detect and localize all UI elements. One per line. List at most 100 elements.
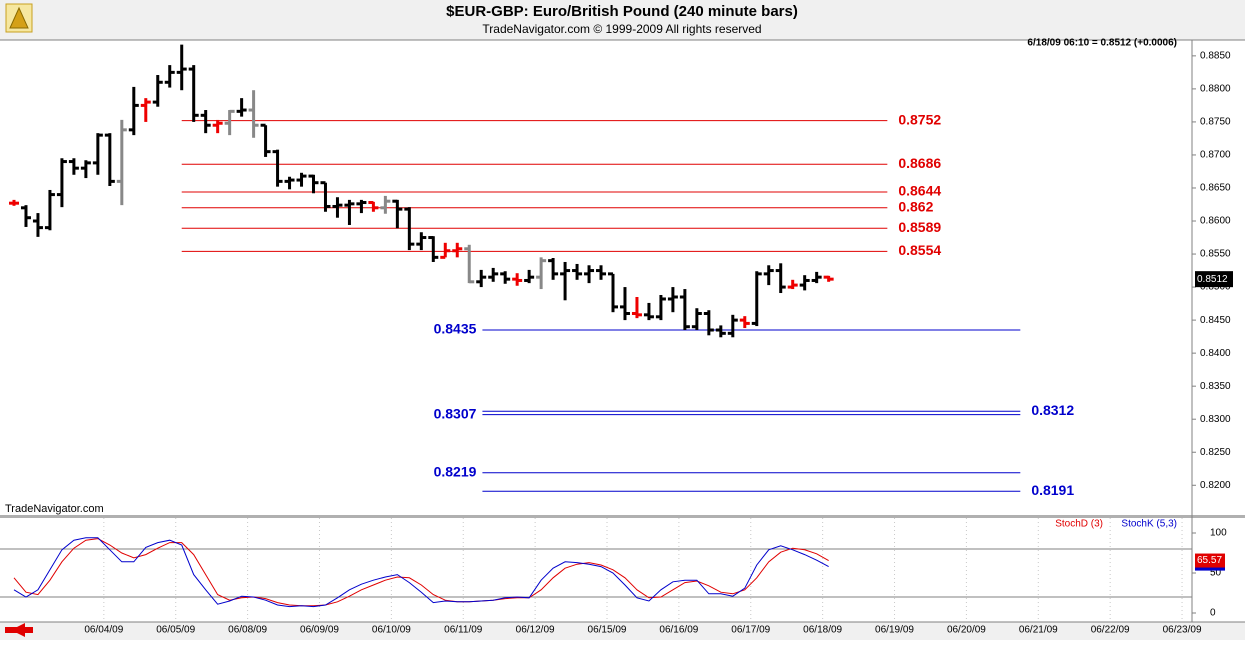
ohlc-bar <box>643 302 654 321</box>
ohlc-bar <box>392 199 403 229</box>
level-label: 0.8554 <box>898 242 941 258</box>
y-tick-label: 50 <box>1210 568 1222 579</box>
ohlc-bar <box>308 174 319 194</box>
ohlc-bar <box>560 261 571 301</box>
ohlc-bar <box>68 158 79 175</box>
ohlc-bar <box>619 287 630 321</box>
ohlc-bar <box>631 296 642 319</box>
ohlc-bar <box>512 273 523 286</box>
level-label: 0.8435 <box>434 321 477 337</box>
chart-subtitle: TradeNavigator.com © 1999-2009 All right… <box>482 22 761 36</box>
y-tick-label: 0.8300 <box>1200 414 1231 425</box>
y-tick-label: 0.8850 <box>1200 50 1231 61</box>
ohlc-bar <box>152 75 163 107</box>
ohlc-bar <box>452 242 463 258</box>
chart-title: $EUR-GBP: Euro/British Pound (240 minute… <box>446 3 798 20</box>
x-tick-label: 06/05/09 <box>156 625 195 636</box>
ohlc-bar <box>128 86 139 136</box>
ohlc-bar <box>679 289 690 331</box>
ohlc-bar <box>667 287 678 313</box>
status-text: 6/18/09 06:10 = 0.8512 (+0.0006) <box>1027 38 1177 49</box>
y-tick-label: 0.8500 <box>1200 282 1231 293</box>
ohlc-bar <box>260 123 271 157</box>
ohlc-bar <box>500 271 511 284</box>
y-tick-label: 0.8350 <box>1200 381 1231 392</box>
y-tick-label: 0.8550 <box>1200 249 1231 260</box>
ohlc-bar <box>584 265 595 284</box>
ohlc-bar <box>775 263 786 294</box>
ohlc-bar <box>608 272 618 313</box>
ohlc-bar <box>823 275 834 282</box>
ohlc-bar <box>703 310 714 336</box>
panel-separator <box>0 515 1245 518</box>
ohlc-bar <box>488 267 499 282</box>
ohlc-bar <box>428 236 439 262</box>
ohlc-bar <box>9 199 19 206</box>
ohlc-bar <box>344 199 355 225</box>
level-label: 0.8312 <box>1031 402 1074 418</box>
ohlc-bar <box>380 195 391 214</box>
ohlc-bar <box>140 98 151 122</box>
level-label: 0.8589 <box>898 219 941 235</box>
date-axis-band <box>0 622 1245 640</box>
ohlc-bar <box>296 172 307 187</box>
y-tick-label: 0 <box>1210 608 1216 619</box>
x-tick-label: 06/23/09 <box>1163 625 1202 636</box>
level-label: 0.8752 <box>898 111 941 127</box>
ohlc-bar <box>20 205 31 227</box>
ohlc-bar <box>799 275 810 291</box>
x-tick-label: 06/18/09 <box>803 625 842 636</box>
x-tick-label: 06/15/09 <box>588 625 627 636</box>
last-price-label: 0.8512 <box>1197 274 1228 285</box>
ohlc-bar <box>92 133 103 175</box>
level-label: 0.8219 <box>434 463 477 479</box>
ohlc-bar <box>655 295 666 321</box>
legend-entry: StochD (3) <box>1055 519 1103 530</box>
x-tick-label: 06/10/09 <box>372 625 411 636</box>
y-tick-label: 0.8750 <box>1200 117 1231 128</box>
level-label: 0.8191 <box>1031 482 1074 498</box>
ohlc-bar <box>320 181 331 212</box>
x-tick-label: 06/16/09 <box>659 625 698 636</box>
ohlc-bar <box>476 269 487 288</box>
ohlc-bar <box>56 158 67 208</box>
ohlc-bar <box>715 325 726 338</box>
ohlc-bar <box>332 197 343 218</box>
ohlc-bar <box>751 271 762 327</box>
y-tick-label: 0.8200 <box>1200 480 1231 491</box>
ohlc-bar <box>727 314 738 338</box>
x-tick-label: 06/12/09 <box>516 625 555 636</box>
ohlc-bar <box>811 271 822 284</box>
ohlc-bar <box>284 176 295 190</box>
x-tick-label: 06/11/09 <box>444 625 483 636</box>
header-band <box>0 0 1245 40</box>
level-label: 0.8686 <box>898 155 941 171</box>
ohlc-bar <box>524 269 535 284</box>
x-tick-label: 06/09/09 <box>300 625 339 636</box>
ohlc-bar <box>356 199 367 214</box>
ohlc-bar <box>116 119 127 206</box>
ohlc-bar <box>739 316 750 329</box>
ohlc-bar <box>536 257 547 290</box>
ohlc-bar <box>104 133 115 187</box>
ohlc-bar <box>212 119 223 134</box>
ohlc-bar <box>464 244 475 284</box>
ohlc-bar <box>176 44 187 91</box>
ohlc-bar <box>763 265 774 286</box>
level-label: 0.862 <box>898 199 933 215</box>
ohlc-bar <box>80 160 91 179</box>
ohlc-bar <box>236 98 247 117</box>
y-tick-label: 0.8250 <box>1200 447 1231 458</box>
ohlc-bar <box>224 109 235 136</box>
x-tick-label: 06/17/09 <box>731 625 770 636</box>
ohlc-bar <box>787 279 798 290</box>
ohlc-bar <box>272 149 283 187</box>
x-tick-label: 06/19/09 <box>875 625 914 636</box>
x-tick-label: 06/08/09 <box>228 625 267 636</box>
x-tick-label: 06/22/09 <box>1091 625 1130 636</box>
legend-entry: StochK (5,3) <box>1121 519 1177 530</box>
scroll-arrow[interactable] <box>5 623 33 637</box>
y-tick-label: 0.8450 <box>1200 315 1231 326</box>
